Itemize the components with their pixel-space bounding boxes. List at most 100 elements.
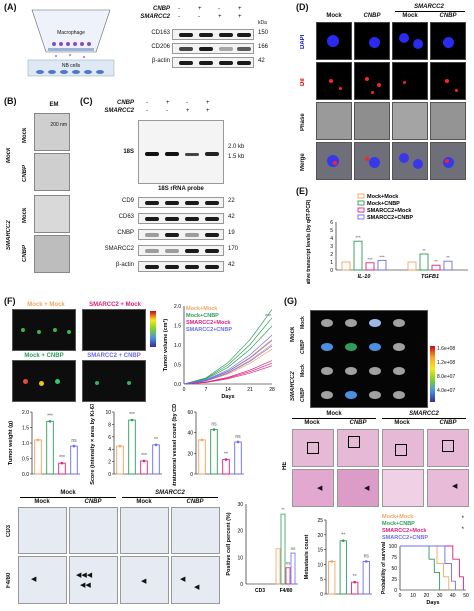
- a-kda-unit: kDa: [258, 20, 267, 26]
- y-axis-label: Score (intensity × area by Ki-67): [90, 404, 96, 485]
- lum-image: [82, 309, 146, 351]
- panel-c-label: (C): [80, 96, 93, 106]
- a-sign-grid: - + - + - - + +: [174, 5, 254, 23]
- he-smarcc2-header: SMARCC2: [409, 411, 439, 417]
- bar-point: [72, 444, 76, 448]
- chart-f-positive: 0 10 20 30 CD3 ** ns ns F4/80 Positive cell perce…: [222, 490, 302, 606]
- y-tick-label: 3: [330, 244, 333, 250]
- bar: [234, 441, 242, 475]
- d-col-label: Mock: [326, 13, 342, 19]
- ihc-image: ◀: [120, 556, 169, 604]
- sign: +: [206, 108, 210, 114]
- chart-f-weight-svg: 0.0 0.5 1.0 1.5 2.0 *** *** ns Tumor weight (g): [8, 410, 80, 478]
- chart-f-weight: 0.0 0.5 1.0 1.5 2.0 *** *** ns Tumor weight (g): [4, 404, 84, 486]
- g-row-sub: Mock: [300, 364, 306, 378]
- bar: [407, 261, 417, 271]
- bar: [365, 262, 375, 271]
- series-line: [183, 309, 273, 385]
- he-image: [337, 429, 379, 467]
- bar: [443, 260, 453, 271]
- ihc-col-label: CNBP: [84, 499, 102, 505]
- bar: [46, 420, 54, 475]
- kda-cd163: 150: [258, 30, 269, 36]
- d-col-label: CNBP: [439, 13, 457, 19]
- blot-cd163: [172, 29, 254, 40]
- sig-label: ***: [367, 257, 373, 262]
- g-colorbar-tick: 1.6e+08: [437, 346, 456, 352]
- b-row-label: CNBP: [22, 164, 28, 182]
- schematic-macrophage-label: Macrophage: [57, 30, 85, 36]
- sig-label: **: [224, 452, 228, 458]
- he-zoom-image: ◀: [427, 469, 469, 507]
- ihc-image: [18, 507, 67, 554]
- sign: -: [178, 14, 180, 20]
- legend-label: Mock+Mock: [382, 514, 414, 520]
- he-image: [382, 429, 424, 467]
- ihc-image: ◀: [18, 556, 67, 604]
- lum-image: [12, 309, 76, 351]
- blot-label-cd9: CD9: [121, 198, 134, 204]
- c-probe-label: 18S rRNA probe: [158, 186, 204, 192]
- y-tick-label: 0.0: [174, 382, 181, 388]
- bar-point: [48, 420, 52, 423]
- d-row-phase: Phase: [300, 113, 306, 131]
- y-tick-label: 0: [320, 592, 323, 598]
- x-tick-label: 0: [183, 387, 186, 393]
- sign: +: [186, 108, 190, 114]
- bar: [351, 581, 359, 595]
- chart-e: Mock+Mock Mock+CNBP SMARCC2+Mock SMARCC2+CN…: [296, 192, 472, 292]
- blot-label-actin-c: β-actin: [115, 262, 134, 268]
- legend-swatch: [357, 214, 365, 220]
- kda-cnbp: 19: [228, 230, 235, 236]
- he-image: [292, 429, 334, 467]
- survival-curve: [400, 545, 464, 590]
- dapi-image: [392, 22, 428, 60]
- phase-image: [316, 102, 352, 140]
- bar-point: [36, 438, 40, 442]
- sign: +: [238, 6, 242, 12]
- sig-label: **: [281, 507, 285, 512]
- bar: [341, 261, 351, 271]
- d-col-label: CNBP: [363, 13, 381, 19]
- survival-curve: [400, 545, 450, 590]
- bar-point: [330, 560, 334, 563]
- sign: -: [166, 108, 168, 114]
- transwell-schematic: Macrophage NB cells: [26, 8, 116, 80]
- dapi-image: [430, 22, 466, 60]
- y-tick-label: 1.0: [22, 441, 29, 447]
- y-tick-label: 30: [237, 502, 243, 508]
- d-col-label: Mock: [402, 13, 418, 19]
- chart-f-positive-svg: 0 10 20 30 CD3 ** ns ns F4/80 Positive cell perce…: [226, 502, 298, 594]
- panel-f-label: (F): [4, 296, 16, 306]
- lung-imaging-grid: [310, 310, 428, 408]
- northern-blot: [138, 120, 224, 184]
- blot-smarcc2: [138, 245, 224, 256]
- bar: [339, 540, 347, 595]
- panel-a-label: (A): [4, 2, 17, 12]
- ihc-col-label: Mock: [136, 499, 152, 505]
- sig-label: ***: [265, 314, 271, 320]
- bar-point: [341, 539, 345, 543]
- legend-label: SMARCC2+CNBP: [382, 535, 428, 541]
- bar: [328, 560, 336, 595]
- series-line: [183, 325, 273, 385]
- y-tick-label: 0.0: [22, 472, 29, 478]
- bar: [140, 460, 148, 475]
- lum-image: [82, 360, 146, 402]
- c-size-top: 2.0 kb: [228, 144, 245, 150]
- f-lum-label: Mock + CNBP: [24, 353, 64, 359]
- ihc-smarcc2-header: SMARCC2: [155, 490, 185, 496]
- a-smarcc2-row-label: SMARCC2: [140, 14, 170, 20]
- ihc-col-label: Mock: [34, 499, 50, 505]
- x-tick-label: TGFB1: [421, 274, 439, 280]
- b-group-smarcc2: SMARCC2: [6, 220, 12, 250]
- phase-image: [430, 102, 466, 140]
- bar-point: [212, 428, 216, 431]
- sign: -: [186, 100, 188, 106]
- he-row-label: HE: [282, 461, 288, 471]
- panel-g-label: (G): [284, 296, 297, 306]
- dil-image: [430, 62, 466, 100]
- y-tick-label: 1.5: [174, 324, 181, 330]
- ihc-image: [171, 507, 220, 554]
- chart-g-metastasis-svg: 0 5 10 15 20 25 ** ** ns Metastasis count: [304, 518, 372, 598]
